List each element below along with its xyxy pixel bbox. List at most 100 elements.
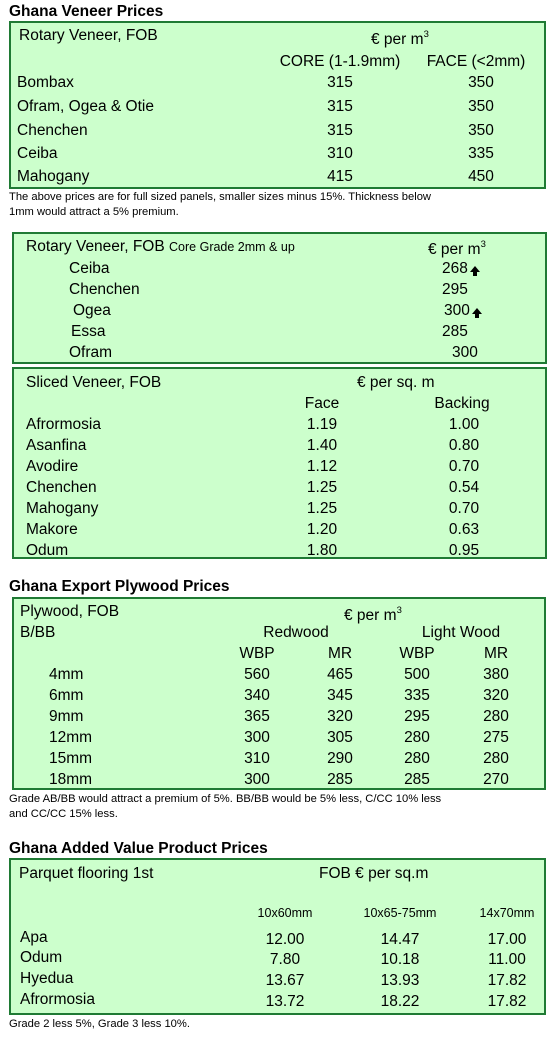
added-unit: FOB € per sq.m [319, 865, 429, 882]
sliced-row-name: Avodire [26, 458, 79, 475]
plywood-row-cell: 290 [327, 750, 353, 767]
plywood-row-cell: 280 [404, 750, 430, 767]
rotary-core-row-price: 268 [442, 260, 480, 278]
added-row-cell: 17.00 [487, 931, 527, 948]
rotary-core-row-price: 300 [444, 302, 482, 320]
plywood-row-size: 4mm [49, 666, 84, 683]
sliced-row-name: Odum [26, 542, 69, 559]
plywood-row-size: 12mm [49, 729, 93, 746]
sliced-row-name: Mahogany [26, 500, 99, 517]
plywood-row-cell: 465 [327, 666, 353, 683]
added-row-cell: 7.80 [269, 951, 301, 968]
added-value-table: Parquet flooring 1st FOB € per sq.m 10x6… [9, 858, 546, 1015]
veneer-unit: € per m3 [371, 29, 429, 49]
veneer-row-face: 350 [468, 74, 494, 91]
veneer-note-line2: 1mm would attract a 5% premium. [9, 206, 179, 218]
plywood-row-cell: 270 [483, 771, 509, 788]
plywood-title: Plywood, FOB [20, 603, 120, 620]
veneer-row-name: Ceiba [17, 145, 58, 162]
plywood-row-cell: 380 [483, 666, 509, 683]
added-row-cell: 11.00 [488, 951, 526, 968]
rotary-core-table: Rotary Veneer, FOB Core Grade 2mm & up €… [12, 232, 547, 364]
added-row-cell: 13.93 [380, 972, 420, 989]
plywood-row-cell: 340 [244, 687, 270, 704]
sliced-row-face: 1.25 [306, 479, 338, 496]
plywood-note-line1: Grade AB/BB would attract a premium of 5… [9, 793, 442, 805]
added-row-cell: 17.82 [487, 972, 527, 989]
plywood-row-size: 9mm [49, 708, 84, 725]
plywood-row-cell: 300 [244, 729, 270, 746]
sliced-col-backing: Backing [434, 395, 490, 412]
sliced-row-backing: 0.70 [448, 458, 480, 475]
plywood-row-cell: 560 [244, 666, 270, 683]
plywood-heading: Ghana Export Plywood Prices [9, 578, 230, 595]
sliced-row-face: 1.19 [306, 416, 338, 433]
plywood-table: Plywood, FOB € per m3 B/BB Redwood Light… [12, 597, 546, 790]
sliced-row-face: 1.12 [306, 458, 338, 475]
added-row-name: Hyedua [20, 970, 74, 987]
plywood-row-cell: 275 [483, 729, 509, 746]
plywood-row-cell: 300 [244, 771, 270, 788]
plywood-row-cell: 280 [483, 708, 509, 725]
plywood-row-cell: 365 [244, 708, 270, 725]
plywood-row-cell: 285 [404, 771, 430, 788]
plywood-row-cell: 320 [483, 687, 509, 704]
plywood-unit: € per m3 [344, 605, 402, 625]
added-row-name: Apa [20, 929, 48, 946]
plywood-row-cell: 310 [244, 750, 270, 767]
plywood-row-cell: 320 [327, 708, 353, 725]
plywood-row-cell: 305 [327, 729, 353, 746]
veneer-col-face: FACE (<2mm) [426, 53, 526, 70]
added-note: Grade 2 less 5%, Grade 3 less 10%. [9, 1018, 190, 1030]
veneer-row-core: 315 [327, 122, 353, 139]
sliced-row-face: 1.40 [306, 437, 338, 454]
plywood-row-cell: 295 [404, 708, 430, 725]
added-row-name: Odum [20, 949, 63, 966]
sliced-row-face: 1.80 [306, 542, 338, 559]
plywood-row-size: 6mm [49, 687, 84, 704]
added-row-cell: 12.00 [265, 931, 305, 948]
sliced-unit: € per sq. m [357, 374, 435, 391]
added-col-10x60: 10x60mm [257, 906, 313, 920]
rotary-core-title: Rotary Veneer, FOB Core Grade 2mm & up [26, 238, 295, 255]
added-row-cell: 10.18 [380, 951, 420, 968]
sliced-veneer-table: Sliced Veneer, FOB € per sq. m Face Back… [12, 367, 547, 559]
veneer-table: Rotary Veneer, FOB € per m3 CORE (1-1.9m… [9, 21, 546, 189]
sliced-row-name: Chenchen [26, 479, 97, 496]
rotary-core-row-name: Essa [71, 323, 106, 340]
added-title: Parquet flooring 1st [19, 865, 154, 882]
plywood-row-cell: 280 [404, 729, 430, 746]
plywood-sub-mr: MR [483, 645, 509, 662]
arrow-up-icon [470, 302, 482, 319]
plywood-row-cell: 280 [483, 750, 509, 767]
sliced-row-backing: 0.95 [448, 542, 480, 559]
plywood-grade: B/BB [20, 624, 56, 641]
sliced-col-face: Face [304, 395, 340, 412]
veneer-row-core: 415 [327, 168, 353, 185]
added-value-heading: Ghana Added Value Product Prices [9, 840, 268, 857]
veneer-row-core: 315 [327, 98, 353, 115]
rotary-core-row-price: 295 [442, 281, 468, 298]
plywood-row-size: 18mm [49, 771, 93, 788]
rotary-core-row-name: Ofram [69, 344, 113, 361]
sliced-row-face: 1.20 [306, 521, 338, 538]
added-row-cell: 13.67 [265, 972, 305, 989]
plywood-row-cell: 285 [327, 771, 353, 788]
sliced-row-backing: 0.54 [448, 479, 480, 496]
sliced-row-backing: 0.70 [448, 500, 480, 517]
veneer-row-name: Ofram, Ogea & Otie [17, 98, 154, 115]
added-col-14x70: 14x70mm [479, 906, 535, 920]
added-row-name: Afrormosia [20, 991, 95, 1008]
veneer-title: Rotary Veneer, FOB [19, 27, 158, 44]
added-row-cell: 14.47 [380, 931, 420, 948]
veneer-row-core: 315 [327, 74, 353, 91]
veneer-row-face: 350 [468, 98, 494, 115]
plywood-group-redwood: Redwood [263, 624, 329, 641]
plywood-sub-mr: MR [327, 645, 353, 662]
plywood-sub-wbp: WBP [399, 645, 435, 662]
added-col-10x65: 10x65-75mm [363, 906, 437, 920]
veneer-note-line1: The above prices are for full sized pane… [9, 191, 432, 203]
veneer-row-core: 310 [327, 145, 353, 162]
veneer-row-face: 350 [468, 122, 494, 139]
plywood-row-cell: 345 [327, 687, 353, 704]
